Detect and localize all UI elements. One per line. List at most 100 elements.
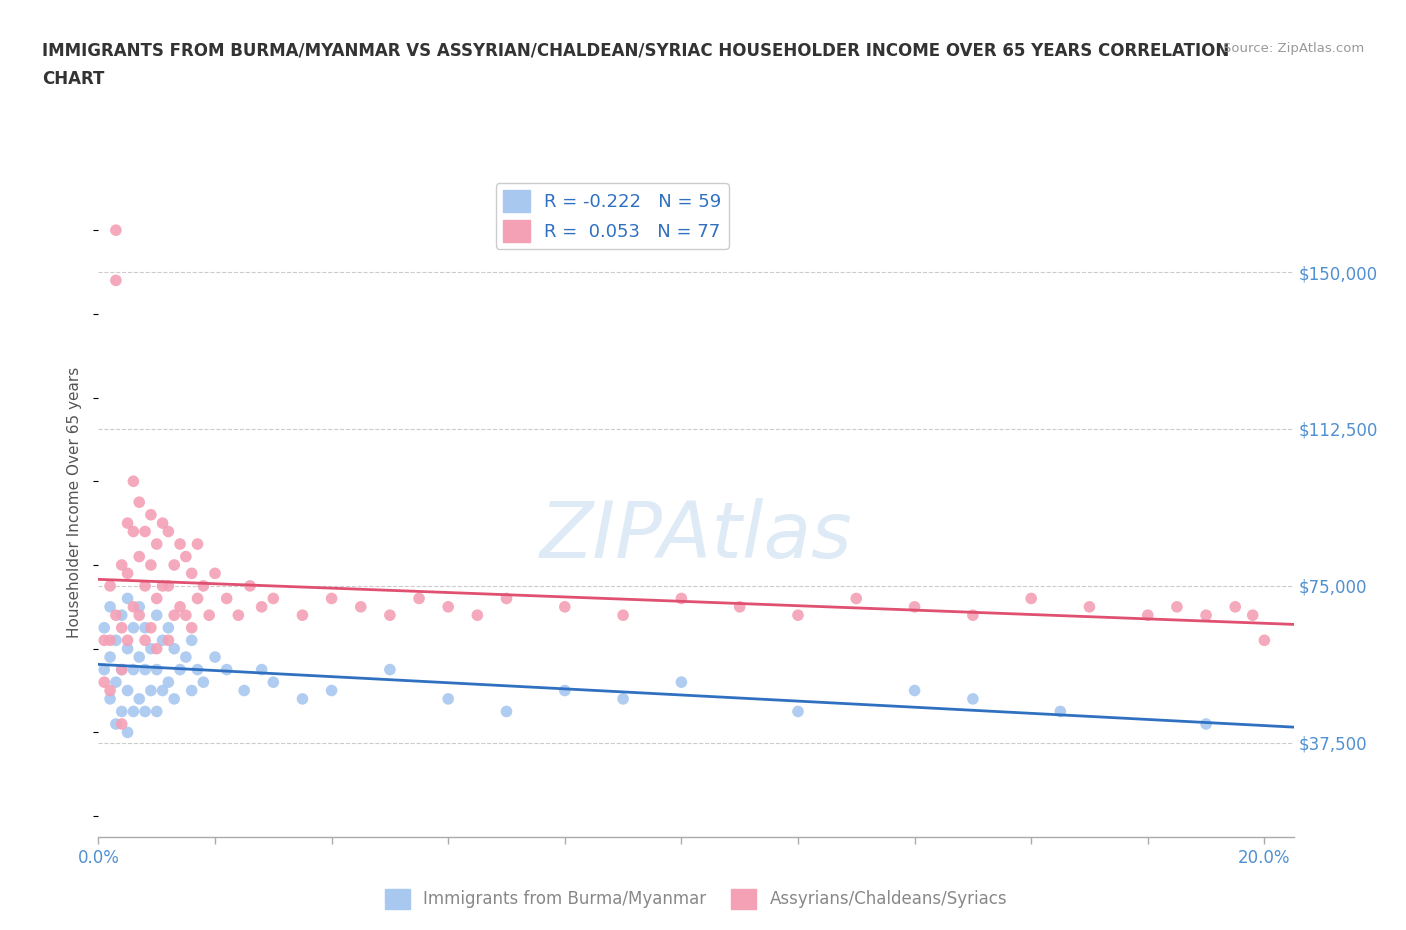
Point — [122, 662, 145, 677]
Point — [612, 608, 634, 623]
Point — [98, 692, 121, 707]
Point — [111, 620, 134, 635]
Point — [193, 675, 215, 690]
Point — [962, 608, 984, 623]
Point — [145, 608, 167, 623]
Point — [437, 692, 460, 707]
Text: CHART: CHART — [42, 70, 104, 87]
Point — [163, 692, 186, 707]
Point — [152, 578, 174, 593]
Point — [134, 704, 156, 719]
Point — [117, 565, 139, 580]
Point — [157, 675, 180, 690]
Point — [122, 620, 145, 635]
Point — [111, 558, 134, 573]
Point — [93, 620, 115, 635]
Point — [111, 717, 134, 732]
Point — [378, 662, 401, 677]
Point — [163, 558, 186, 573]
Point — [186, 662, 208, 677]
Point — [134, 578, 156, 593]
Point — [204, 565, 226, 580]
Point — [128, 608, 150, 623]
Point — [145, 642, 167, 657]
Point — [169, 600, 191, 615]
Point — [128, 549, 150, 564]
Point — [174, 549, 197, 564]
Point — [250, 662, 273, 677]
Point — [128, 600, 150, 615]
Point — [104, 717, 127, 732]
Point — [180, 565, 202, 580]
Point — [1166, 600, 1188, 615]
Point — [903, 600, 925, 615]
Text: Source: ZipAtlas.com: Source: ZipAtlas.com — [1223, 42, 1364, 55]
Point — [104, 633, 127, 648]
Point — [145, 537, 167, 551]
Point — [117, 642, 139, 657]
Point — [139, 642, 162, 657]
Point — [134, 633, 156, 648]
Point — [1241, 608, 1264, 623]
Point — [239, 578, 262, 593]
Point — [378, 608, 401, 623]
Point — [93, 633, 115, 648]
Point — [408, 591, 430, 606]
Point — [321, 591, 343, 606]
Point — [787, 608, 810, 623]
Point — [117, 684, 139, 698]
Point — [157, 620, 180, 635]
Point — [139, 684, 162, 698]
Point — [215, 662, 238, 677]
Text: ZIPAtlas: ZIPAtlas — [540, 498, 852, 574]
Point — [128, 692, 150, 707]
Point — [139, 508, 162, 523]
Point — [111, 704, 134, 719]
Point — [163, 608, 186, 623]
Point — [1136, 608, 1159, 623]
Point — [1078, 600, 1101, 615]
Point — [139, 620, 162, 635]
Point — [1253, 633, 1275, 648]
Y-axis label: Householder Income Over 65 years: Householder Income Over 65 years — [67, 366, 83, 638]
Point — [134, 525, 156, 539]
Point — [554, 684, 576, 698]
Point — [186, 591, 208, 606]
Point — [174, 650, 197, 665]
Point — [250, 600, 273, 615]
Point — [291, 692, 314, 707]
Point — [186, 537, 208, 551]
Point — [321, 684, 343, 698]
Point — [437, 600, 460, 615]
Point — [215, 591, 238, 606]
Point — [1195, 608, 1218, 623]
Point — [1019, 591, 1042, 606]
Point — [728, 600, 751, 615]
Point — [157, 525, 180, 539]
Point — [350, 600, 373, 615]
Point — [128, 650, 150, 665]
Point — [139, 558, 162, 573]
Point — [122, 704, 145, 719]
Point — [204, 650, 226, 665]
Point — [554, 600, 576, 615]
Point — [671, 591, 693, 606]
Point — [122, 474, 145, 489]
Point — [157, 633, 180, 648]
Point — [104, 675, 127, 690]
Point — [122, 525, 145, 539]
Point — [467, 608, 489, 623]
Point — [117, 725, 139, 740]
Point — [291, 608, 314, 623]
Point — [169, 537, 191, 551]
Point — [93, 675, 115, 690]
Point — [193, 578, 215, 593]
Point — [98, 684, 121, 698]
Point — [98, 600, 121, 615]
Point — [152, 633, 174, 648]
Point — [145, 704, 167, 719]
Point — [198, 608, 221, 623]
Point — [157, 578, 180, 593]
Point — [962, 692, 984, 707]
Point — [152, 684, 174, 698]
